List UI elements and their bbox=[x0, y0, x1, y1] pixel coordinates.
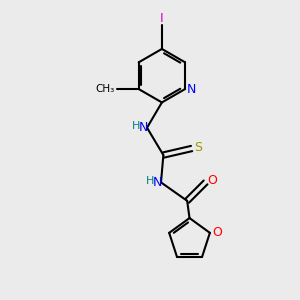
Text: N: N bbox=[139, 121, 148, 134]
Text: O: O bbox=[207, 174, 217, 188]
Text: H: H bbox=[131, 121, 140, 131]
Text: CH₃: CH₃ bbox=[96, 84, 115, 94]
Text: S: S bbox=[194, 141, 202, 154]
Text: I: I bbox=[160, 12, 164, 25]
Text: H: H bbox=[146, 176, 154, 186]
Text: O: O bbox=[212, 226, 222, 239]
Text: N: N bbox=[187, 82, 196, 96]
Text: N: N bbox=[153, 176, 162, 189]
